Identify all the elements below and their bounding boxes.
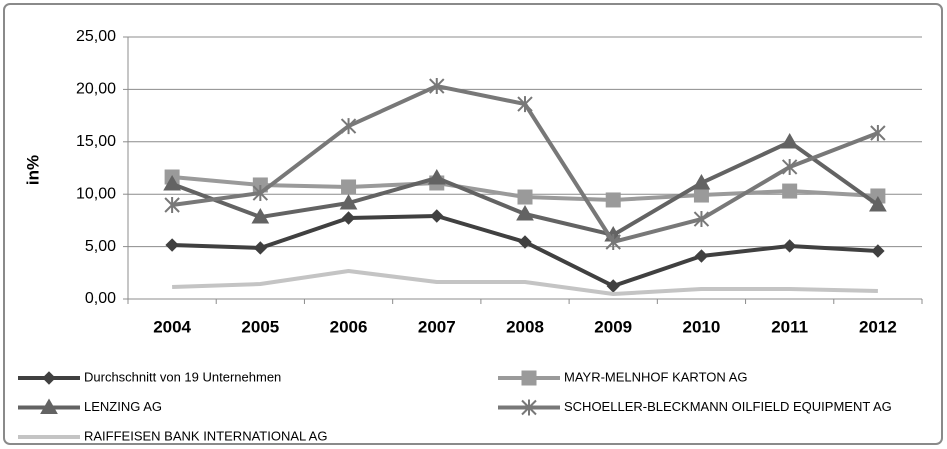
y-tick-label: 20,00 [76, 81, 116, 98]
point [429, 78, 445, 95]
point [869, 195, 887, 212]
x-tick-label: 2007 [418, 317, 456, 336]
point [251, 208, 270, 224]
x-tick-label: 2005 [241, 317, 279, 336]
series-line [172, 269, 878, 296]
legend-item: Durchschnitt von 19 Unternehmen [18, 369, 281, 385]
legend-item: LENZING AG [18, 398, 162, 414]
legend-label: LENZING AG [84, 399, 162, 414]
point [517, 189, 533, 205]
legend-marker [521, 370, 537, 386]
point [692, 173, 711, 190]
legend-marker [40, 398, 58, 414]
point [340, 118, 357, 135]
point [782, 183, 798, 199]
x-tick-label: 2012 [859, 317, 897, 336]
point [165, 238, 179, 252]
x-tick-label: 2008 [506, 317, 544, 336]
legend-marker [42, 371, 56, 385]
point [164, 196, 180, 213]
point [252, 185, 269, 202]
point [517, 96, 533, 113]
point [605, 233, 621, 250]
point [253, 241, 268, 255]
point [339, 193, 358, 210]
x-tick-label: 2011 [771, 317, 808, 336]
point [341, 211, 356, 225]
point [516, 204, 534, 221]
point [871, 244, 885, 258]
y-tick-label: 15,00 [76, 133, 116, 150]
x-tick-label: 2010 [683, 317, 721, 336]
y-tick-label: 10,00 [76, 185, 116, 202]
legend-label: Durchschnitt von 19 Unternehmen [84, 369, 281, 384]
chart-border [3, 3, 943, 445]
y-tick-label: 25,00 [76, 28, 116, 45]
x-tick-label: 2006 [330, 317, 368, 336]
point [782, 239, 797, 253]
legend-item: RAIFFEISEN BANK INTERNATIONAL AG [18, 428, 327, 443]
y-tick-label: 5,00 [85, 238, 116, 255]
legend-item: SCHOELLER-BLECKMANN OILFIELD EQUIPMENT A… [498, 399, 892, 416]
x-tick-label: 2009 [594, 317, 632, 336]
point [780, 133, 799, 149]
point [430, 209, 444, 223]
legend-label: RAIFFEISEN BANK INTERNATIONAL AG [84, 428, 327, 443]
legend-label: SCHOELLER-BLECKMANN OILFIELD EQUIPMENT A… [564, 399, 892, 414]
point [870, 124, 886, 141]
x-tick-label: 2004 [153, 317, 191, 336]
point [341, 179, 357, 195]
legend-label: MAYR-MELNHOF KARTON AG [564, 369, 747, 384]
point [781, 158, 798, 175]
point [605, 192, 621, 208]
point [427, 168, 446, 185]
point [693, 187, 709, 203]
point [518, 235, 532, 249]
legend-item: MAYR-MELNHOF KARTON AG [498, 369, 747, 386]
point [693, 211, 710, 228]
y-axis-label: in% [23, 155, 42, 185]
y-tick-label: 0,00 [85, 290, 116, 307]
point [163, 175, 181, 191]
point [694, 249, 709, 263]
legend-marker [521, 399, 537, 416]
